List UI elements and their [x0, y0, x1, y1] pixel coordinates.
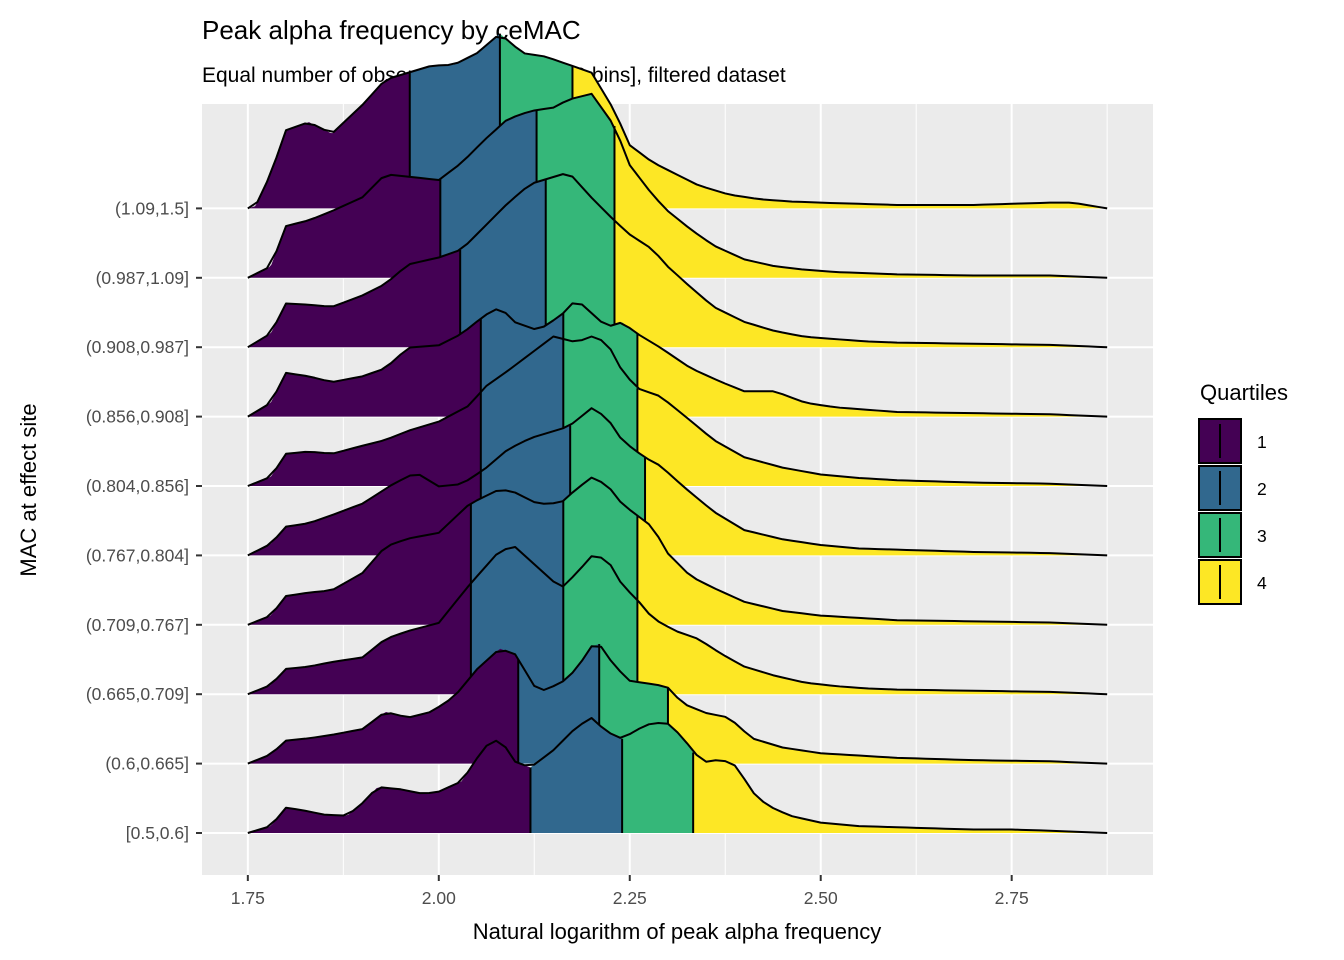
legend-item: 1 — [1198, 418, 1267, 464]
quartile-area — [247, 471, 481, 556]
quartile-area — [247, 391, 481, 486]
quartile-area — [545, 172, 615, 348]
legend: Quartiles 1 2 3 4 — [1198, 380, 1288, 605]
legend-item: 3 — [1198, 512, 1267, 558]
ridge — [247, 172, 1108, 349]
quartile-area — [645, 457, 1108, 556]
legend-label: 1 — [1257, 432, 1267, 452]
density-outline — [247, 35, 1108, 210]
x-tick-label: 2.00 — [422, 888, 456, 908]
x-axis-title: Natural logarithm of peak alpha frequenc… — [473, 919, 881, 944]
legend-item: 2 — [1198, 465, 1267, 511]
y-tick-label: (0.709,0.767] — [86, 615, 189, 635]
x-tick-label: 1.75 — [231, 888, 265, 908]
ridges-layer — [247, 33, 1108, 834]
legend-title: Quartiles — [1200, 380, 1288, 405]
y-tick-label: (0.665,0.709] — [86, 684, 189, 704]
density-outline — [247, 717, 1108, 834]
ridge — [247, 717, 1108, 834]
quartile-area — [247, 174, 441, 278]
y-tick-label: (0.767,0.804] — [86, 545, 189, 565]
density-outline — [247, 407, 1108, 557]
quartile-area — [460, 179, 546, 348]
y-tick-label: (0.987,1.09] — [96, 268, 189, 288]
y-axis: [0.5,0.6] (0.6,0.665] (0.665,0.709] (0.709,… — [86, 198, 202, 843]
quartile-area — [247, 72, 410, 209]
density-outline — [247, 92, 1108, 279]
quartile-area — [637, 333, 1108, 417]
quartile-area — [247, 503, 471, 625]
chart-title: Peak alpha frequency by ceMAC — [202, 15, 581, 45]
y-tick-label: (0.6,0.665] — [105, 754, 189, 774]
density-outline — [247, 302, 1108, 418]
x-tick-label: 2.50 — [804, 888, 838, 908]
quartile-area — [247, 249, 461, 348]
legend-label: 4 — [1257, 573, 1267, 593]
y-tick-label: (1.09,1.5] — [115, 198, 189, 218]
quartile-area — [247, 583, 471, 695]
y-tick-label: (0.856,0.908] — [86, 407, 189, 427]
density-outline — [247, 645, 1108, 765]
y-tick-label: (0.908,0.987] — [86, 337, 189, 357]
density-outline — [247, 546, 1108, 696]
legend-label: 3 — [1257, 526, 1267, 546]
legend-label: 2 — [1257, 479, 1267, 499]
quartile-area — [693, 752, 1108, 833]
quartile-area — [667, 687, 1108, 764]
legend-keys: 1 2 3 4 — [1198, 418, 1267, 605]
quartile-area — [247, 648, 519, 764]
density-outline — [247, 476, 1108, 626]
quartile-area — [637, 388, 1108, 486]
density-outline — [247, 335, 1108, 487]
y-tick-label: [0.5,0.6] — [126, 823, 189, 843]
x-tick-label: 2.25 — [613, 888, 647, 908]
quartile-area — [614, 220, 1108, 348]
legend-item: 4 — [1198, 559, 1267, 605]
y-axis-title: MAC at effect site — [16, 403, 41, 576]
y-tick-label: (0.804,0.856] — [86, 476, 189, 496]
quartile-area — [247, 318, 481, 417]
x-axis: 1.75 2.00 2.25 2.50 2.75 — [231, 875, 1029, 908]
x-tick-label: 2.75 — [995, 888, 1029, 908]
quartile-area — [637, 515, 1108, 625]
quartile-area — [622, 722, 694, 833]
quartile-area — [247, 739, 531, 833]
quartile-area — [530, 718, 623, 833]
density-outline — [247, 173, 1108, 349]
